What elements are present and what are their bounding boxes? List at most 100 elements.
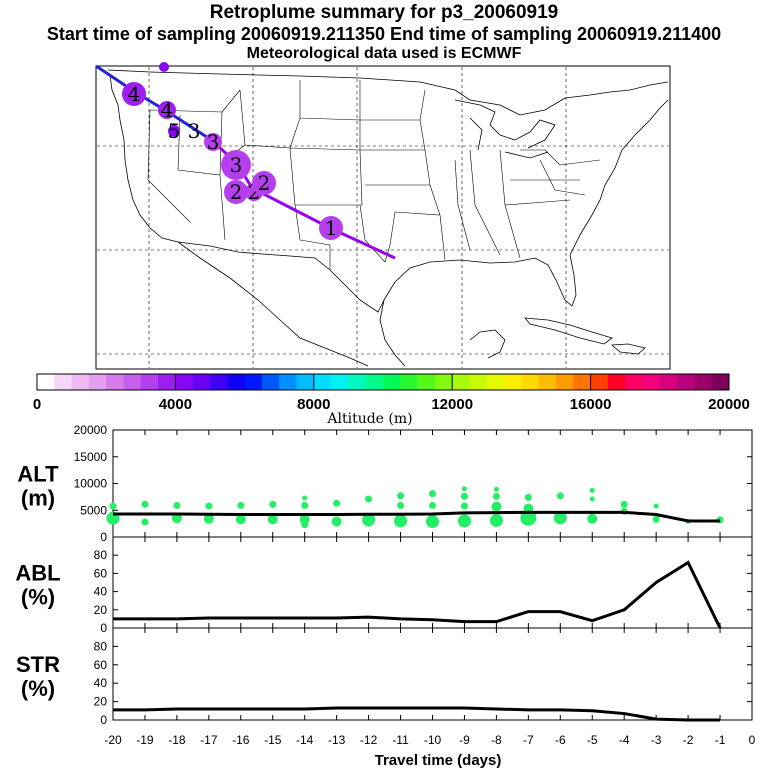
x-tick-label: -13 <box>328 733 346 747</box>
map-marker: 3 <box>221 150 251 180</box>
colorbar-ticks: 0 4000 8000 12000 16000 20000 <box>33 374 750 413</box>
altitude-scatter-point <box>556 492 564 500</box>
series-line <box>113 510 721 523</box>
x-tick-label: -6 <box>555 733 566 747</box>
meteorological-data-subtitle: Meteorological data used is ECMWF <box>246 45 522 62</box>
x-tick-label: -15 <box>264 733 282 747</box>
colorbar-cell <box>400 374 418 390</box>
panel-label-unit: (m) <box>21 486 55 511</box>
colorbar-tick-label: 16000 <box>570 396 612 413</box>
colorbar-cell <box>486 374 505 390</box>
altitude-scatter-point <box>653 503 659 509</box>
map-marker-dot <box>319 216 343 240</box>
altitude-scatter-point <box>302 495 308 501</box>
map-marker: 3 <box>204 130 222 154</box>
map-marker-dot <box>168 125 180 137</box>
y-tick-label: 40 <box>94 585 108 599</box>
panel-label-unit: (%) <box>21 585 55 610</box>
map-marker: 4 <box>158 98 176 122</box>
altitude-scatter-point <box>461 486 467 492</box>
y-tick-label: 20 <box>94 695 108 709</box>
altitude-scatter-point <box>267 514 278 525</box>
y-tick-label: 20 <box>94 603 108 617</box>
map-marker-label: 1 <box>325 216 338 240</box>
y-tick-label: 40 <box>94 676 108 690</box>
map-marker: 5 <box>168 119 181 143</box>
y-tick-label: 10000 <box>74 477 108 491</box>
colorbar-cell <box>365 374 384 390</box>
colorbar-cell <box>140 374 159 390</box>
y-tick-label: 0 <box>100 621 107 635</box>
altitude-scatter-point <box>589 496 595 502</box>
colorbar-cell <box>37 374 55 390</box>
x-tick-label: -10 <box>424 733 442 747</box>
panel-frame <box>112 627 753 721</box>
colorbar-cell <box>192 374 211 390</box>
x-tick-label: -3 <box>651 733 662 747</box>
altitude-scatter-point <box>620 500 628 508</box>
colorbar-cell <box>279 374 297 390</box>
altitude-scatter-point <box>331 516 342 527</box>
colorbar-cell <box>556 374 574 390</box>
map-marker-label: 3 <box>230 153 243 177</box>
altitude-scatter-point <box>301 501 309 509</box>
x-tick-label: -12 <box>360 733 378 747</box>
x-tick-label: -5 <box>587 733 598 747</box>
altitude-scatter-point <box>429 501 436 509</box>
hispaniola-outline <box>611 343 646 355</box>
map-marker: 2 <box>252 171 276 195</box>
colorbar-cell <box>331 374 349 390</box>
x-tick-label: -17 <box>200 733 218 747</box>
altitude-colorbar: 0 4000 8000 12000 16000 20000 Altitude (m) <box>33 373 750 427</box>
colorbar-cell <box>383 374 401 390</box>
map-marker-label: 3 <box>207 130 220 154</box>
x-tick-label: -18 <box>168 733 186 747</box>
altitude-scatter-point <box>141 518 149 526</box>
map-marker-dot <box>159 62 169 72</box>
altitude-scatter-point <box>333 499 341 507</box>
altitude-scatter-point <box>397 492 405 500</box>
altitude-scatter-point <box>394 514 408 528</box>
colorbar-cell <box>607 374 626 390</box>
us-canada-border <box>107 69 669 116</box>
x-tick-label: -2 <box>683 733 694 747</box>
colorbar-cell <box>158 374 176 390</box>
altitude-scatter-point <box>203 513 214 524</box>
colorbar-tick-label: 12000 <box>431 396 473 413</box>
colorbar-cell <box>210 374 228 390</box>
map-marker-label: 2 <box>230 180 243 204</box>
map-marker-dot <box>158 101 176 119</box>
colorbar-cells <box>37 374 730 390</box>
panel-label-unit: (%) <box>21 676 55 701</box>
y-tick-label: 0 <box>100 530 107 544</box>
colorbar-cell <box>296 374 315 390</box>
colorbar-frame <box>36 373 730 391</box>
altitude-scatter-point <box>460 502 468 510</box>
cuba-outline <box>524 317 613 345</box>
map-marker-label: 4 <box>161 98 174 122</box>
altitude-scatter-point <box>426 514 439 528</box>
colorbar-cell <box>313 374 332 390</box>
map-marker-label: 3 <box>188 119 201 143</box>
altitude-scatter-point <box>397 501 405 509</box>
colorbar-cell <box>452 374 470 390</box>
altitude-scatter-point <box>365 495 373 503</box>
map-marker: 2 <box>224 180 248 204</box>
panel-str: 0 20 40 60 80 STR(%) <box>16 627 753 727</box>
colorbar-cell <box>348 374 367 390</box>
x-tick-label: -20 <box>104 733 122 747</box>
altitude-scatter-point <box>173 501 181 509</box>
panel-label-name: STR <box>16 652 60 677</box>
map-marker-dot <box>122 82 146 106</box>
east-coast <box>569 99 669 256</box>
colorbar-cell <box>54 374 72 390</box>
map-marker: 1 <box>319 216 343 240</box>
map-frame <box>95 65 671 370</box>
time-series-panels: 05000100001500020000ALT(m)020406080ABL(%… <box>15 423 755 747</box>
map-outlines <box>107 69 669 367</box>
colorbar-cell <box>521 374 540 390</box>
chart-title: Retroplume summary for p3_20060919 <box>209 2 559 23</box>
altitude-scatter-point <box>269 500 277 508</box>
map-marker-dot <box>252 171 276 195</box>
